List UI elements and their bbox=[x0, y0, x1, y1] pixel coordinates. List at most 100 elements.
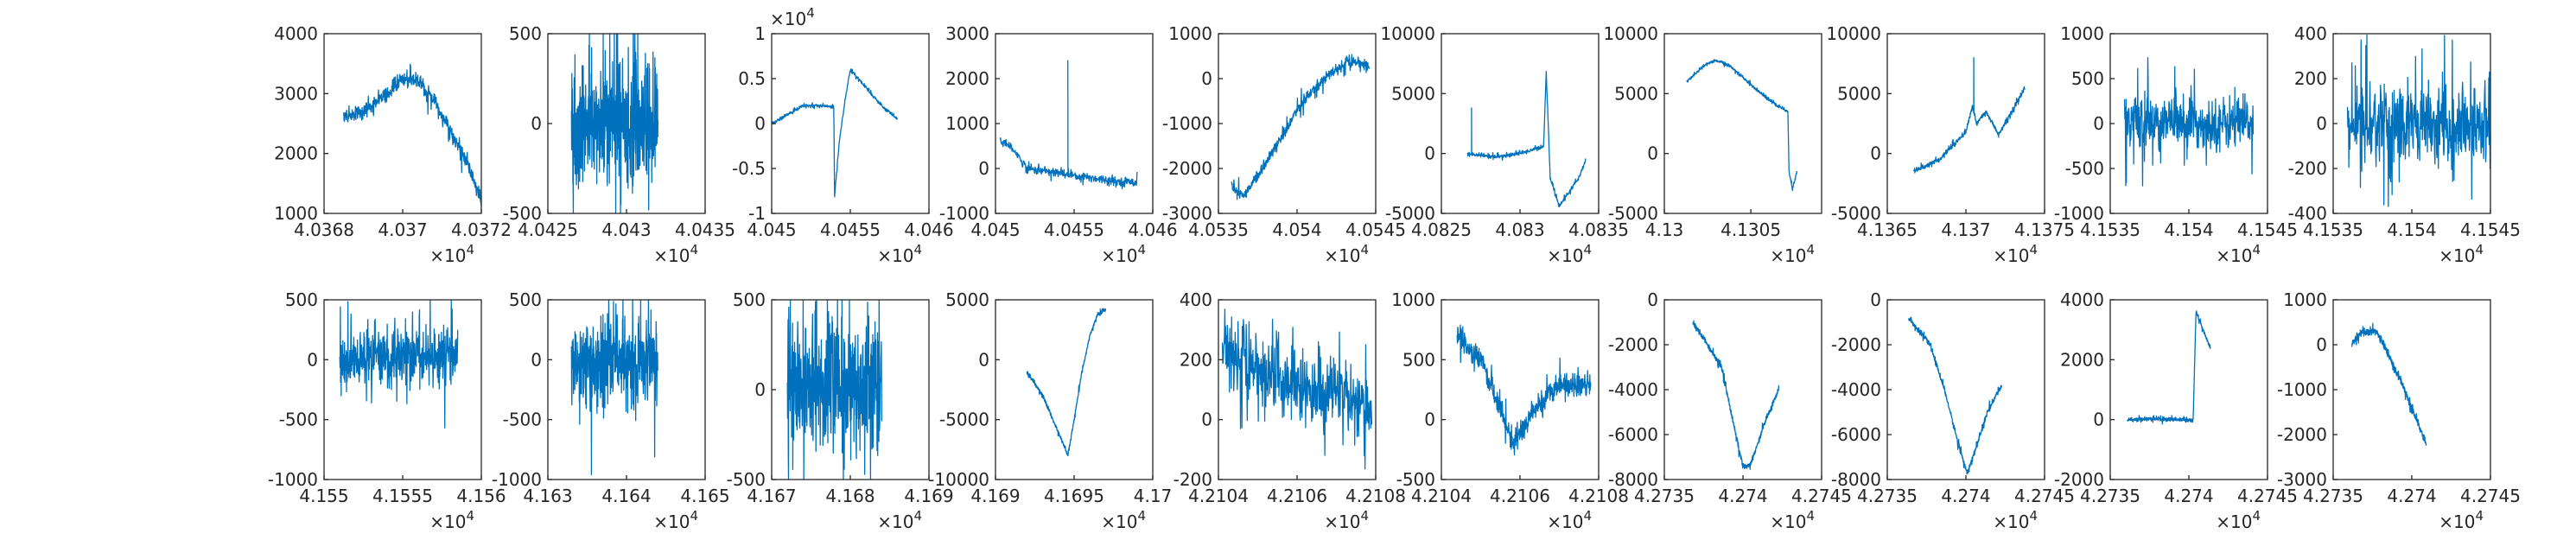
axes-box-r2c6 bbox=[1441, 299, 1600, 480]
x-tick-label-r2c4-1: 4.1695 bbox=[1044, 486, 1104, 506]
series-line-r1c4-0 bbox=[999, 60, 1138, 189]
y-tick-label-r1c7-2: 5000 bbox=[1614, 83, 1658, 104]
x-tick-label-r1c6-0: 4.0825 bbox=[1411, 219, 1472, 240]
subplot-r1c7: -5000 0 5000 10000 4.13 4.1305×104 bbox=[1603, 23, 1822, 266]
y-tick-label-r2c8-0: -8000 bbox=[1831, 469, 1881, 490]
y-tick-label-r2c10-3: 0 bbox=[2316, 334, 2327, 355]
x-tick-label-r1c9-2: 4.1545 bbox=[2237, 219, 2298, 240]
y-tick-label-r2c3-2: 500 bbox=[733, 289, 766, 310]
x-exponent-r1c1: ×104 bbox=[429, 242, 474, 266]
x-tick-label-r2c7-1: 4.274 bbox=[1718, 486, 1767, 506]
y-tick-label-r2c8-3: -2000 bbox=[1831, 334, 1881, 355]
x-tick-label-r1c6-2: 4.0835 bbox=[1568, 219, 1629, 240]
x-tick-label-r1c9-0: 4.1535 bbox=[2080, 219, 2140, 240]
x-tick-label-r1c8-1: 4.137 bbox=[1941, 219, 1990, 240]
x-tick-label-r2c6-0: 4.2104 bbox=[1411, 486, 1472, 506]
axes-box-r2c9 bbox=[2109, 299, 2268, 480]
x-tick-label-r2c1-0: 4.155 bbox=[299, 486, 348, 506]
x-tick-label-r1c9-1: 4.154 bbox=[2164, 219, 2213, 240]
x-tick-label-r2c2-2: 4.165 bbox=[680, 486, 729, 506]
y-tick-label-r1c2-1: 0 bbox=[531, 113, 542, 134]
y-tick-label-r1c6-2: 5000 bbox=[1391, 83, 1435, 104]
x-tick-label-r2c5-0: 4.2104 bbox=[1188, 486, 1249, 506]
x-exponent-r1c4: ×104 bbox=[1101, 242, 1146, 266]
x-tick-label-r1c4-0: 4.045 bbox=[970, 219, 1020, 240]
axes-box-r1c7 bbox=[1663, 33, 1822, 214]
x-tick-label-r2c1-2: 4.156 bbox=[456, 486, 506, 506]
x-exponent-value-r2c10: 4 bbox=[2475, 508, 2484, 524]
subplot-r1c4: -1000 0 1000 2000 3000 4.045 4.0455 4.046×104 bbox=[939, 23, 1178, 266]
x-exponent-value-r1c9: 4 bbox=[2252, 242, 2261, 257]
x-tick-label-r2c2-0: 4.163 bbox=[523, 486, 572, 506]
y-exponent-value-r1c3: 4 bbox=[806, 5, 815, 21]
x-tick-label-r2c7-0: 4.2735 bbox=[1634, 486, 1695, 506]
subplot-r1c10: -400 -200 0 200 400 4.1535 4.154 4.1545×104 bbox=[2288, 23, 2521, 266]
y-tick-label-r2c8-2: -4000 bbox=[1831, 379, 1881, 400]
axes-box-r2c7 bbox=[1663, 299, 1822, 480]
x-tick-label-r2c6-1: 4.2106 bbox=[1490, 486, 1550, 506]
y-tick-label-r2c7-3: -2000 bbox=[1608, 334, 1658, 355]
x-tick-label-r1c7-0: 4.13 bbox=[1645, 219, 1684, 240]
y-tick-label-r1c8-0: -5000 bbox=[1831, 203, 1881, 224]
series-line-r1c8-0 bbox=[1912, 57, 2026, 174]
x-exponent-value-r2c4: 4 bbox=[1137, 508, 1146, 524]
x-tick-label-r2c8-1: 4.274 bbox=[1941, 486, 1990, 506]
y-tick-label-r2c4-1: -5000 bbox=[939, 410, 989, 430]
y-tick-label-r1c6-0: -5000 bbox=[1385, 203, 1435, 224]
x-exponent-value-r2c2: 4 bbox=[690, 508, 698, 524]
subplot-r2c9: -2000 0 2000 4000 4.2735 4.274 4.2745×104 bbox=[2054, 289, 2298, 532]
axes-box-r1c8 bbox=[1886, 33, 2045, 214]
x-exponent-value-r1c6: 4 bbox=[1583, 242, 1592, 257]
x-tick-label-r1c7-1: 4.1305 bbox=[1721, 219, 1781, 240]
y-tick-label-r1c5-4: 1000 bbox=[1168, 23, 1212, 44]
x-exponent-value-r2c1: 4 bbox=[466, 508, 474, 524]
y-tick-label-r2c8-1: -6000 bbox=[1831, 424, 1881, 445]
series-line-r2c1-0 bbox=[339, 299, 459, 429]
x-exponent-r2c4: ×104 bbox=[1101, 508, 1146, 532]
x-exponent-value-r2c8: 4 bbox=[2029, 508, 2038, 524]
series-line-r2c2-0 bbox=[570, 299, 659, 475]
x-exponent-value-r2c9: 4 bbox=[2252, 508, 2261, 524]
y-tick-label-r2c4-3: 5000 bbox=[945, 289, 989, 310]
x-exponent-value-r2c6: 4 bbox=[1583, 508, 1592, 524]
y-tick-label-r1c9-4: 1000 bbox=[2060, 23, 2104, 44]
y-tick-label-r2c9-2: 2000 bbox=[2060, 349, 2104, 370]
x-exponent-r1c9: ×104 bbox=[2216, 242, 2261, 266]
series-line-r1c3-0 bbox=[771, 68, 899, 198]
x-tick-label-r2c3-1: 4.168 bbox=[825, 486, 875, 506]
x-tick-label-r2c4-2: 4.17 bbox=[1134, 486, 1173, 506]
series-line-r2c7-0 bbox=[1692, 320, 1780, 470]
x-tick-label-r2c7-2: 4.2745 bbox=[1791, 486, 1852, 506]
x-exponent-r2c1: ×104 bbox=[429, 508, 474, 532]
series-line-r1c6-0 bbox=[1466, 71, 1587, 207]
x-tick-label-r2c8-2: 4.2745 bbox=[2014, 486, 2075, 506]
y-tick-label-r1c10-0: -400 bbox=[2288, 203, 2327, 224]
y-tick-label-r1c10-3: 200 bbox=[2294, 68, 2327, 89]
y-tick-label-r2c8-4: 0 bbox=[1870, 289, 1881, 310]
y-tick-label-r2c2-3: 500 bbox=[509, 289, 542, 310]
x-tick-label-r2c3-2: 4.169 bbox=[904, 486, 953, 506]
y-tick-label-r2c5-1: 0 bbox=[1201, 410, 1212, 430]
x-tick-label-r2c2-1: 4.164 bbox=[601, 486, 651, 506]
y-tick-label-r2c10-4: 1000 bbox=[2283, 289, 2327, 310]
y-tick-label-r2c1-2: 0 bbox=[307, 349, 318, 370]
x-exponent-value-r2c7: 4 bbox=[1806, 508, 1815, 524]
subplot-r1c2: -500 0 500 4.0425 4.043 4.0435×104 bbox=[503, 23, 735, 266]
y-tick-label-r2c4-0: -10000 bbox=[928, 469, 989, 490]
y-tick-label-r1c10-4: 400 bbox=[2294, 23, 2327, 44]
axes-box-r1c6 bbox=[1441, 33, 1600, 214]
subplot-r2c4: -10000 -5000 0 5000 4.169 4.1695 4.17×104 bbox=[928, 289, 1172, 532]
series-line-r1c5-0 bbox=[1231, 54, 1371, 200]
x-tick-label-r1c3-1: 4.0455 bbox=[820, 219, 881, 240]
axes-box-r2c8 bbox=[1886, 299, 2045, 480]
x-tick-label-r1c2-2: 4.0435 bbox=[675, 219, 735, 240]
y-tick-label-r1c5-1: -2000 bbox=[1162, 158, 1212, 179]
y-tick-label-r1c4-4: 3000 bbox=[945, 23, 989, 44]
y-tick-label-r1c8-3: 10000 bbox=[1826, 23, 1881, 44]
x-exponent-r1c2: ×104 bbox=[653, 242, 698, 266]
y-tick-label-r2c6-2: 500 bbox=[1402, 349, 1435, 370]
series-line-r1c7-0 bbox=[1686, 59, 1798, 192]
x-tick-label-r1c2-1: 4.043 bbox=[601, 219, 651, 240]
y-tick-label-r2c1-3: 500 bbox=[285, 289, 318, 310]
